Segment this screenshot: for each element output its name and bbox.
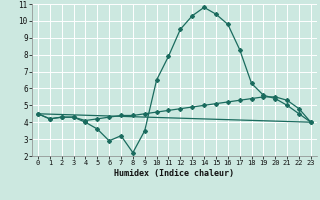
X-axis label: Humidex (Indice chaleur): Humidex (Indice chaleur) (115, 169, 234, 178)
